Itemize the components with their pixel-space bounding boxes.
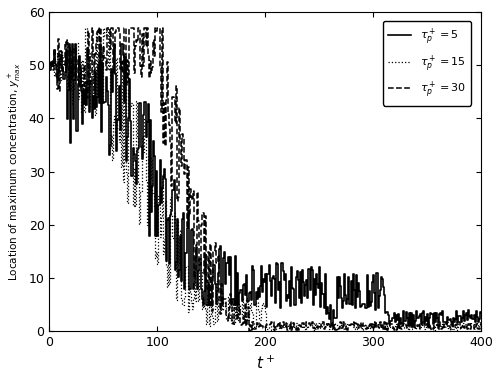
X-axis label: $t^+$: $t^+$: [256, 355, 275, 372]
Y-axis label: Location of maximum concentration, $y_{max}^+$: Location of maximum concentration, $y_{m…: [7, 62, 23, 281]
Legend: $\tau_p^+=5$, $\tau_p^+=15$, $\tau_p^+=30$: $\tau_p^+=5$, $\tau_p^+=15$, $\tau_p^+=3…: [383, 21, 471, 106]
